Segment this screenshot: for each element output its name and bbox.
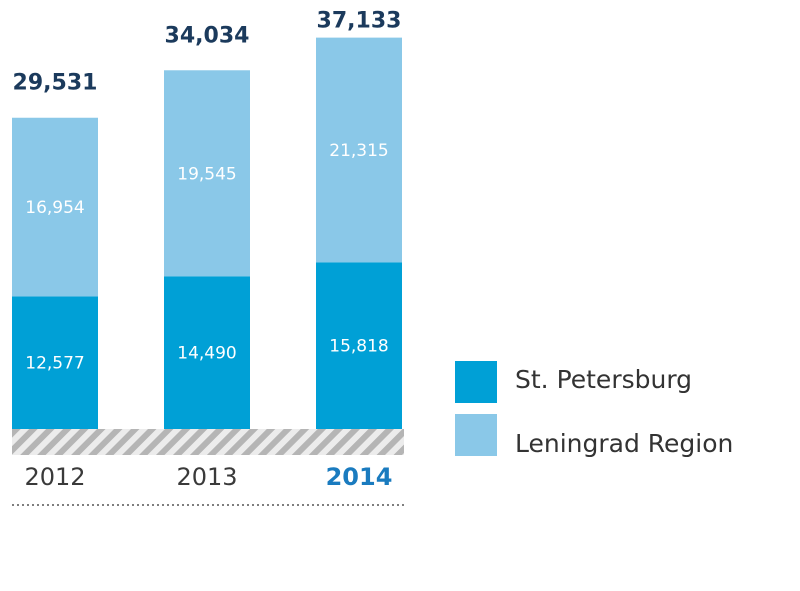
legend-swatch-st-petersburg <box>455 361 497 403</box>
segment-label-2012-series-0: 12,577 <box>25 354 84 374</box>
bar-2014-series-0 <box>316 262 402 429</box>
bar-2012-series-1 <box>12 117 98 297</box>
labels-group: 12,577 16,954 29,531 2012 14,490 19,545 34,034… <box>13 9 402 491</box>
year-label-2012: 2012 <box>24 463 85 491</box>
bars-group <box>12 37 402 429</box>
legend: St. Petersburg Leningrad Region <box>455 361 733 458</box>
bar-2013-series-1 <box>164 70 250 277</box>
segment-label-2013-series-1: 19,545 <box>177 164 236 184</box>
bar-2012-series-0 <box>12 296 98 429</box>
segment-label-2014-series-1: 21,315 <box>329 141 388 161</box>
total-label-2012: 29,531 <box>13 71 98 96</box>
segment-label-2013-series-0: 14,490 <box>177 344 236 364</box>
segment-label-2012-series-1: 16,954 <box>25 198 84 218</box>
legend-label-st-petersburg: St. Petersburg <box>515 365 692 394</box>
bar-2013-series-0 <box>164 276 250 429</box>
bar-2014-series-1 <box>316 37 402 263</box>
legend-label-leningrad-region: Leningrad Region <box>515 429 733 458</box>
baseline-band <box>12 429 404 455</box>
year-label-2014: 2014 <box>326 463 393 491</box>
legend-swatch-leningrad-region <box>455 414 497 456</box>
year-label-2013: 2013 <box>176 463 237 491</box>
total-label-2014: 37,133 <box>317 9 402 34</box>
total-label-2013: 34,034 <box>165 23 250 48</box>
segment-label-2014-series-0: 15,818 <box>329 337 388 357</box>
